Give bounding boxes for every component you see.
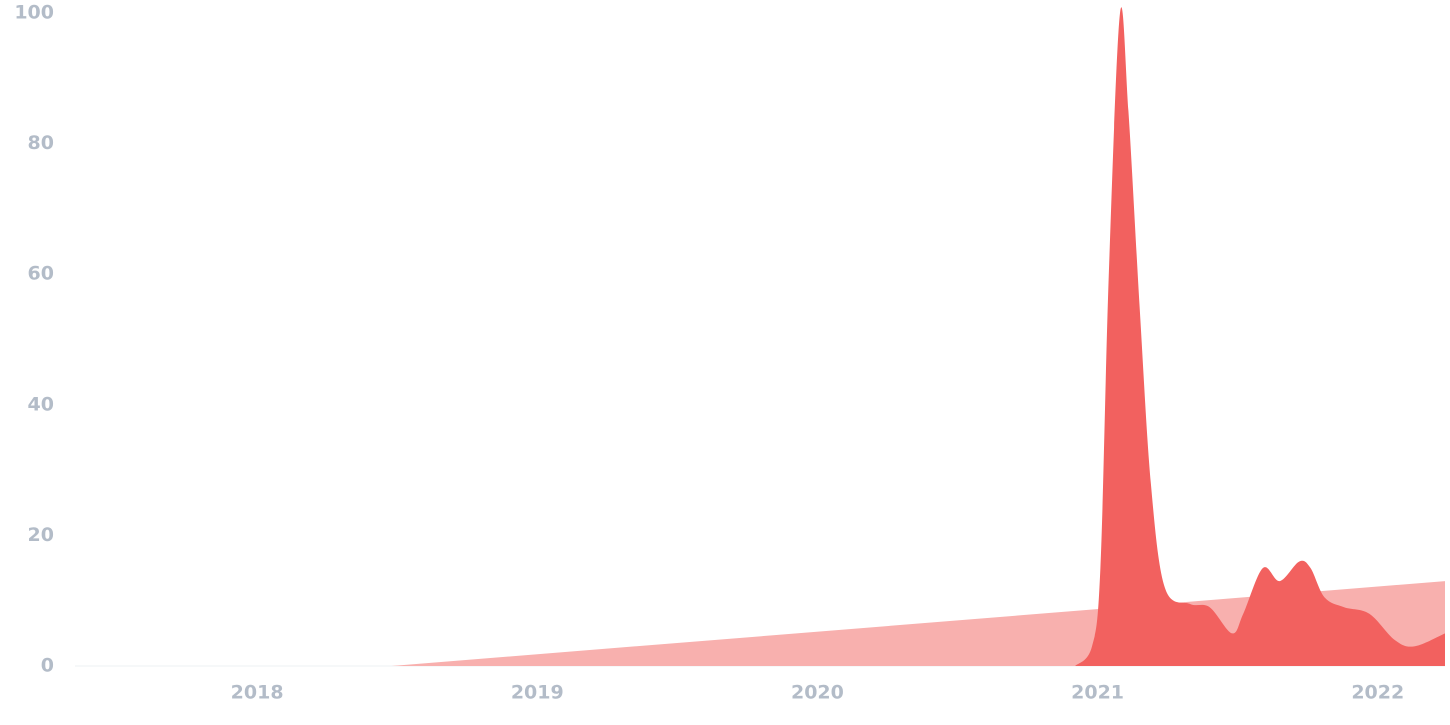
y-tick-label: 20 (28, 524, 54, 546)
x-tick-label: 2021 (1071, 682, 1124, 704)
y-tick-label: 0 (41, 655, 54, 677)
x-tick-label: 2019 (511, 682, 564, 704)
x-tick-label: 2022 (1351, 682, 1404, 704)
area (1075, 7, 1445, 666)
x-tick-label: 2018 (231, 682, 284, 704)
y-tick-label: 80 (28, 132, 54, 154)
x-tick-label: 2020 (791, 682, 844, 704)
y-tick-label: 40 (28, 393, 54, 415)
y-tick-label: 100 (14, 2, 54, 24)
y-tick-label: 60 (28, 263, 54, 285)
